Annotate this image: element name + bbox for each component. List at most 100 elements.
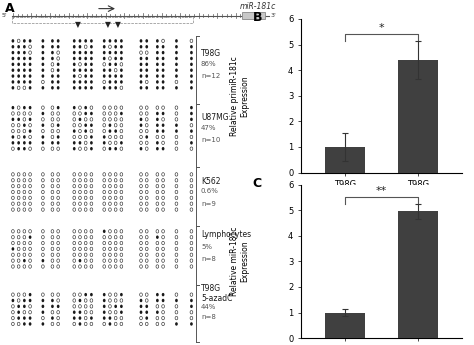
Circle shape bbox=[103, 247, 106, 250]
Circle shape bbox=[120, 68, 123, 72]
Circle shape bbox=[114, 230, 117, 233]
Circle shape bbox=[175, 247, 178, 250]
Circle shape bbox=[79, 51, 82, 55]
Circle shape bbox=[51, 305, 54, 308]
Circle shape bbox=[29, 74, 31, 78]
Circle shape bbox=[120, 118, 123, 121]
Circle shape bbox=[51, 299, 54, 302]
Circle shape bbox=[175, 129, 178, 133]
Circle shape bbox=[23, 322, 26, 326]
Circle shape bbox=[190, 118, 193, 121]
Circle shape bbox=[190, 57, 193, 60]
Circle shape bbox=[29, 141, 31, 145]
Circle shape bbox=[162, 310, 164, 314]
Circle shape bbox=[146, 230, 148, 233]
Circle shape bbox=[109, 45, 111, 49]
Circle shape bbox=[103, 253, 106, 257]
Circle shape bbox=[156, 62, 159, 66]
Circle shape bbox=[79, 112, 82, 115]
Circle shape bbox=[79, 135, 82, 139]
Circle shape bbox=[42, 230, 44, 233]
Circle shape bbox=[84, 124, 87, 127]
Circle shape bbox=[57, 106, 60, 109]
Circle shape bbox=[17, 316, 20, 320]
Circle shape bbox=[90, 241, 93, 245]
Circle shape bbox=[23, 310, 26, 314]
Circle shape bbox=[29, 86, 31, 90]
Circle shape bbox=[109, 135, 111, 139]
Circle shape bbox=[84, 173, 87, 176]
Circle shape bbox=[42, 196, 44, 199]
Text: ▼: ▼ bbox=[105, 20, 111, 29]
Circle shape bbox=[190, 196, 193, 199]
Circle shape bbox=[42, 173, 44, 176]
Circle shape bbox=[156, 179, 159, 182]
Circle shape bbox=[190, 190, 193, 194]
Circle shape bbox=[11, 293, 14, 296]
Circle shape bbox=[103, 259, 106, 262]
Circle shape bbox=[90, 253, 93, 257]
Circle shape bbox=[57, 68, 60, 72]
Circle shape bbox=[162, 235, 164, 239]
Circle shape bbox=[17, 190, 20, 194]
Circle shape bbox=[90, 124, 93, 127]
Circle shape bbox=[17, 196, 20, 199]
Circle shape bbox=[175, 118, 178, 121]
Circle shape bbox=[162, 147, 164, 150]
Circle shape bbox=[114, 62, 117, 66]
Circle shape bbox=[140, 51, 142, 55]
Circle shape bbox=[114, 86, 117, 90]
Circle shape bbox=[17, 51, 20, 55]
Circle shape bbox=[42, 45, 44, 49]
Circle shape bbox=[29, 68, 31, 72]
Circle shape bbox=[175, 68, 178, 72]
Circle shape bbox=[140, 57, 142, 60]
Circle shape bbox=[162, 57, 164, 60]
Circle shape bbox=[90, 39, 93, 43]
Circle shape bbox=[120, 241, 123, 245]
Circle shape bbox=[162, 39, 164, 43]
Circle shape bbox=[90, 247, 93, 250]
Circle shape bbox=[73, 316, 75, 320]
Circle shape bbox=[11, 241, 14, 245]
Circle shape bbox=[103, 124, 106, 127]
Circle shape bbox=[51, 310, 54, 314]
Circle shape bbox=[17, 184, 20, 188]
Circle shape bbox=[114, 310, 117, 314]
Circle shape bbox=[90, 259, 93, 262]
Circle shape bbox=[103, 310, 106, 314]
Circle shape bbox=[42, 112, 44, 115]
Circle shape bbox=[11, 51, 14, 55]
Circle shape bbox=[84, 80, 87, 84]
Text: n=12: n=12 bbox=[201, 73, 220, 79]
Circle shape bbox=[146, 118, 148, 121]
Circle shape bbox=[190, 124, 193, 127]
Circle shape bbox=[11, 45, 14, 49]
Circle shape bbox=[57, 310, 60, 314]
Circle shape bbox=[23, 230, 26, 233]
Circle shape bbox=[162, 45, 164, 49]
Circle shape bbox=[73, 141, 75, 145]
Circle shape bbox=[57, 141, 60, 145]
Circle shape bbox=[175, 62, 178, 66]
Circle shape bbox=[120, 235, 123, 239]
Circle shape bbox=[103, 196, 106, 199]
Circle shape bbox=[103, 68, 106, 72]
Circle shape bbox=[57, 51, 60, 55]
Circle shape bbox=[29, 173, 31, 176]
Circle shape bbox=[23, 208, 26, 211]
Circle shape bbox=[23, 74, 26, 78]
Circle shape bbox=[109, 112, 111, 115]
Circle shape bbox=[57, 316, 60, 320]
Circle shape bbox=[42, 253, 44, 257]
Circle shape bbox=[17, 147, 20, 150]
Circle shape bbox=[57, 62, 60, 66]
Circle shape bbox=[51, 259, 54, 262]
Circle shape bbox=[90, 190, 93, 194]
Circle shape bbox=[103, 179, 106, 182]
Circle shape bbox=[51, 184, 54, 188]
Circle shape bbox=[29, 124, 31, 127]
Circle shape bbox=[190, 265, 193, 268]
Circle shape bbox=[120, 45, 123, 49]
Circle shape bbox=[103, 57, 106, 60]
